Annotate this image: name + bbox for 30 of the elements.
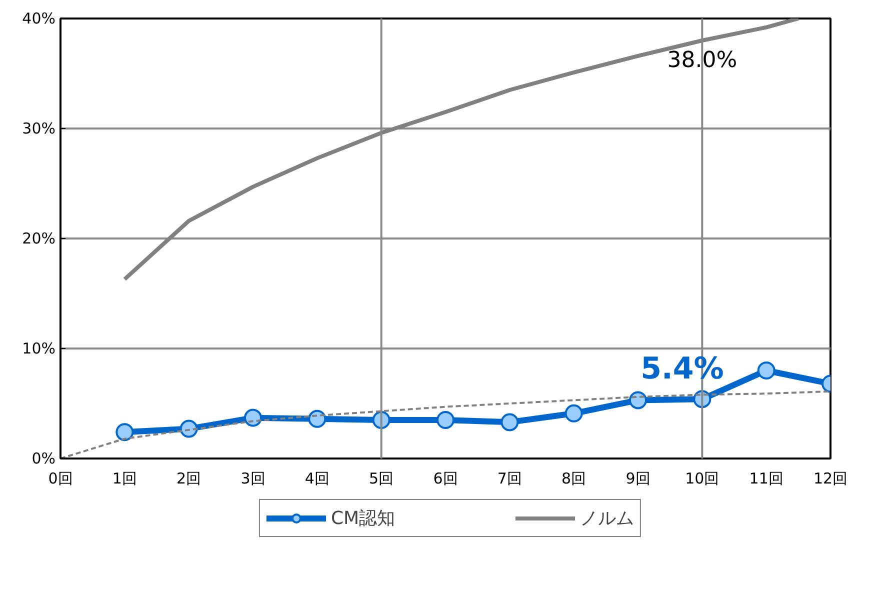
x-tick-label: 5回 <box>369 470 394 488</box>
point <box>564 404 583 422</box>
x-tick-label: 7回 <box>497 470 522 488</box>
x-tick-label: 3回 <box>240 470 266 488</box>
y-tick-label: 0% <box>32 450 56 468</box>
annotation: 38.0% <box>667 48 738 73</box>
point <box>116 423 134 442</box>
y-tick-label: 20% <box>22 230 56 248</box>
x-tick-label: 0回 <box>48 470 73 488</box>
x-tick-label: 9回 <box>626 470 650 488</box>
y-tick-label: 10% <box>22 340 56 358</box>
point <box>244 408 262 427</box>
legend-label: CM認知 <box>330 507 396 530</box>
x-tick-label: 10回 <box>685 470 720 488</box>
legend-label: ノルム <box>580 507 634 530</box>
x-tick-label: 4回 <box>304 470 330 488</box>
point <box>500 413 519 432</box>
point <box>180 420 198 438</box>
x-tick-label: 6回 <box>433 470 458 488</box>
x-tick-label: 11回 <box>749 470 784 488</box>
x-tick-label: 8回 <box>562 470 586 488</box>
point <box>436 411 454 429</box>
y-tick-label: 40% <box>22 10 56 28</box>
x-tick-label: 2回 <box>176 470 202 488</box>
x-tick-label: 12回 <box>813 470 848 488</box>
point <box>308 410 326 428</box>
annotation: 5.4% <box>640 352 724 387</box>
y-tick-label: 30% <box>22 120 56 138</box>
point <box>757 362 776 380</box>
x-tick-label: 1回 <box>112 470 137 488</box>
